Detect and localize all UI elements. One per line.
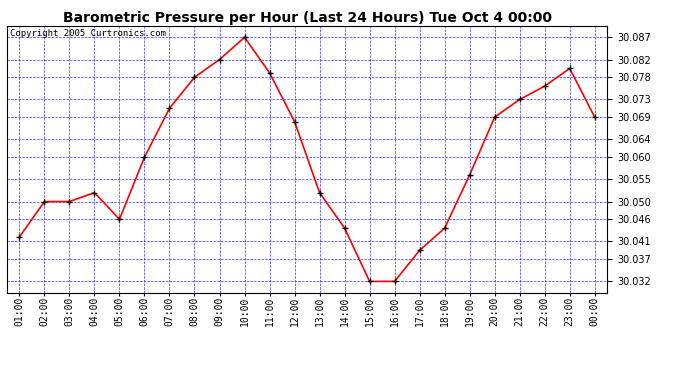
Title: Barometric Pressure per Hour (Last 24 Hours) Tue Oct 4 00:00: Barometric Pressure per Hour (Last 24 Ho… [63, 11, 551, 25]
Text: Copyright 2005 Curtronics.com: Copyright 2005 Curtronics.com [10, 29, 166, 38]
